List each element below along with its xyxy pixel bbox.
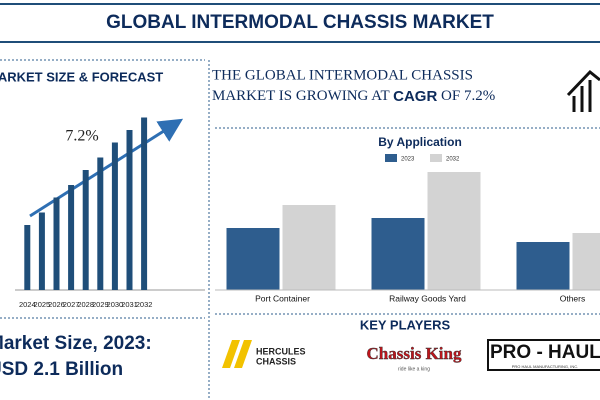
logo-text: ride like a king [398,366,430,372]
bar [126,130,133,290]
bar [68,185,75,290]
x-tick-label: 2030 [107,300,124,309]
x-tick-label: 2029 [92,300,109,309]
bar [141,117,148,290]
bar [572,233,600,290]
legend-label: 2023 [401,157,415,163]
headline-rate: 7.2% [464,88,495,104]
bar [516,242,570,290]
x-tick-label: Railway Goods Yard [389,293,466,303]
headline-part: MARKET IS GROWING AT [212,88,389,104]
headline: MARKET IS GROWING AT CAGR OF 7.2% [212,88,495,105]
logo-text: PRO - HAUL [490,342,600,363]
bar [24,225,31,290]
x-tick-label: 2024 [19,300,36,309]
x-tick-label: 2028 [77,300,94,309]
legend-swatch [430,154,442,162]
x-tick-label: 2032 [136,300,153,309]
headline: THE GLOBAL INTERMODAL CHASSIS [212,67,473,83]
legend-swatch [385,154,397,162]
bar [38,212,45,290]
annotation: 7.2% [65,128,98,145]
logo-text: Chassis King [367,344,462,363]
chart-title: By Application [378,135,462,149]
logo-text: CHASSIS [256,356,296,366]
market-size-value: USD 2.1 Billion [0,359,123,380]
x-tick-label: 2027 [63,300,80,309]
legend-label: 2032 [446,157,460,163]
x-tick-label: 2026 [48,300,65,309]
logo: Chassis King ride like a king [366,344,462,373]
bar [82,170,89,290]
page-title: GLOBAL INTERMODAL CHASSIS MARKET [106,12,494,33]
logo-frame [487,339,600,371]
section-heading: MARKET SIZE & FORECAST [0,69,163,84]
bar [53,197,60,290]
bar [111,142,118,290]
bar [371,218,425,290]
bar [226,228,280,290]
logo: PRO - HAUL PRO HAUL MANUFACTURING, INC. [487,339,600,371]
x-tick-label: Port Container [255,293,310,303]
headline-cagr: CAGR [393,88,437,105]
market-size-label: Market Size, 2023: [0,333,152,354]
bar [427,172,481,290]
headline-part: OF [441,88,460,104]
x-tick-label: 2031 [121,300,138,309]
section-heading: KEY PLAYERS [360,317,451,332]
logo: HERCULES CHASSIS [222,340,306,368]
logo-text: HERCULES [256,346,306,356]
logo-mark [222,340,252,368]
x-tick-label: 2025 [34,300,51,309]
x-tick-label: Others [560,293,586,303]
logo-text: PRO HAUL MANUFACTURING, INC. [512,364,579,369]
bar [97,157,104,290]
bar [282,205,336,290]
house-icon [566,69,600,112]
